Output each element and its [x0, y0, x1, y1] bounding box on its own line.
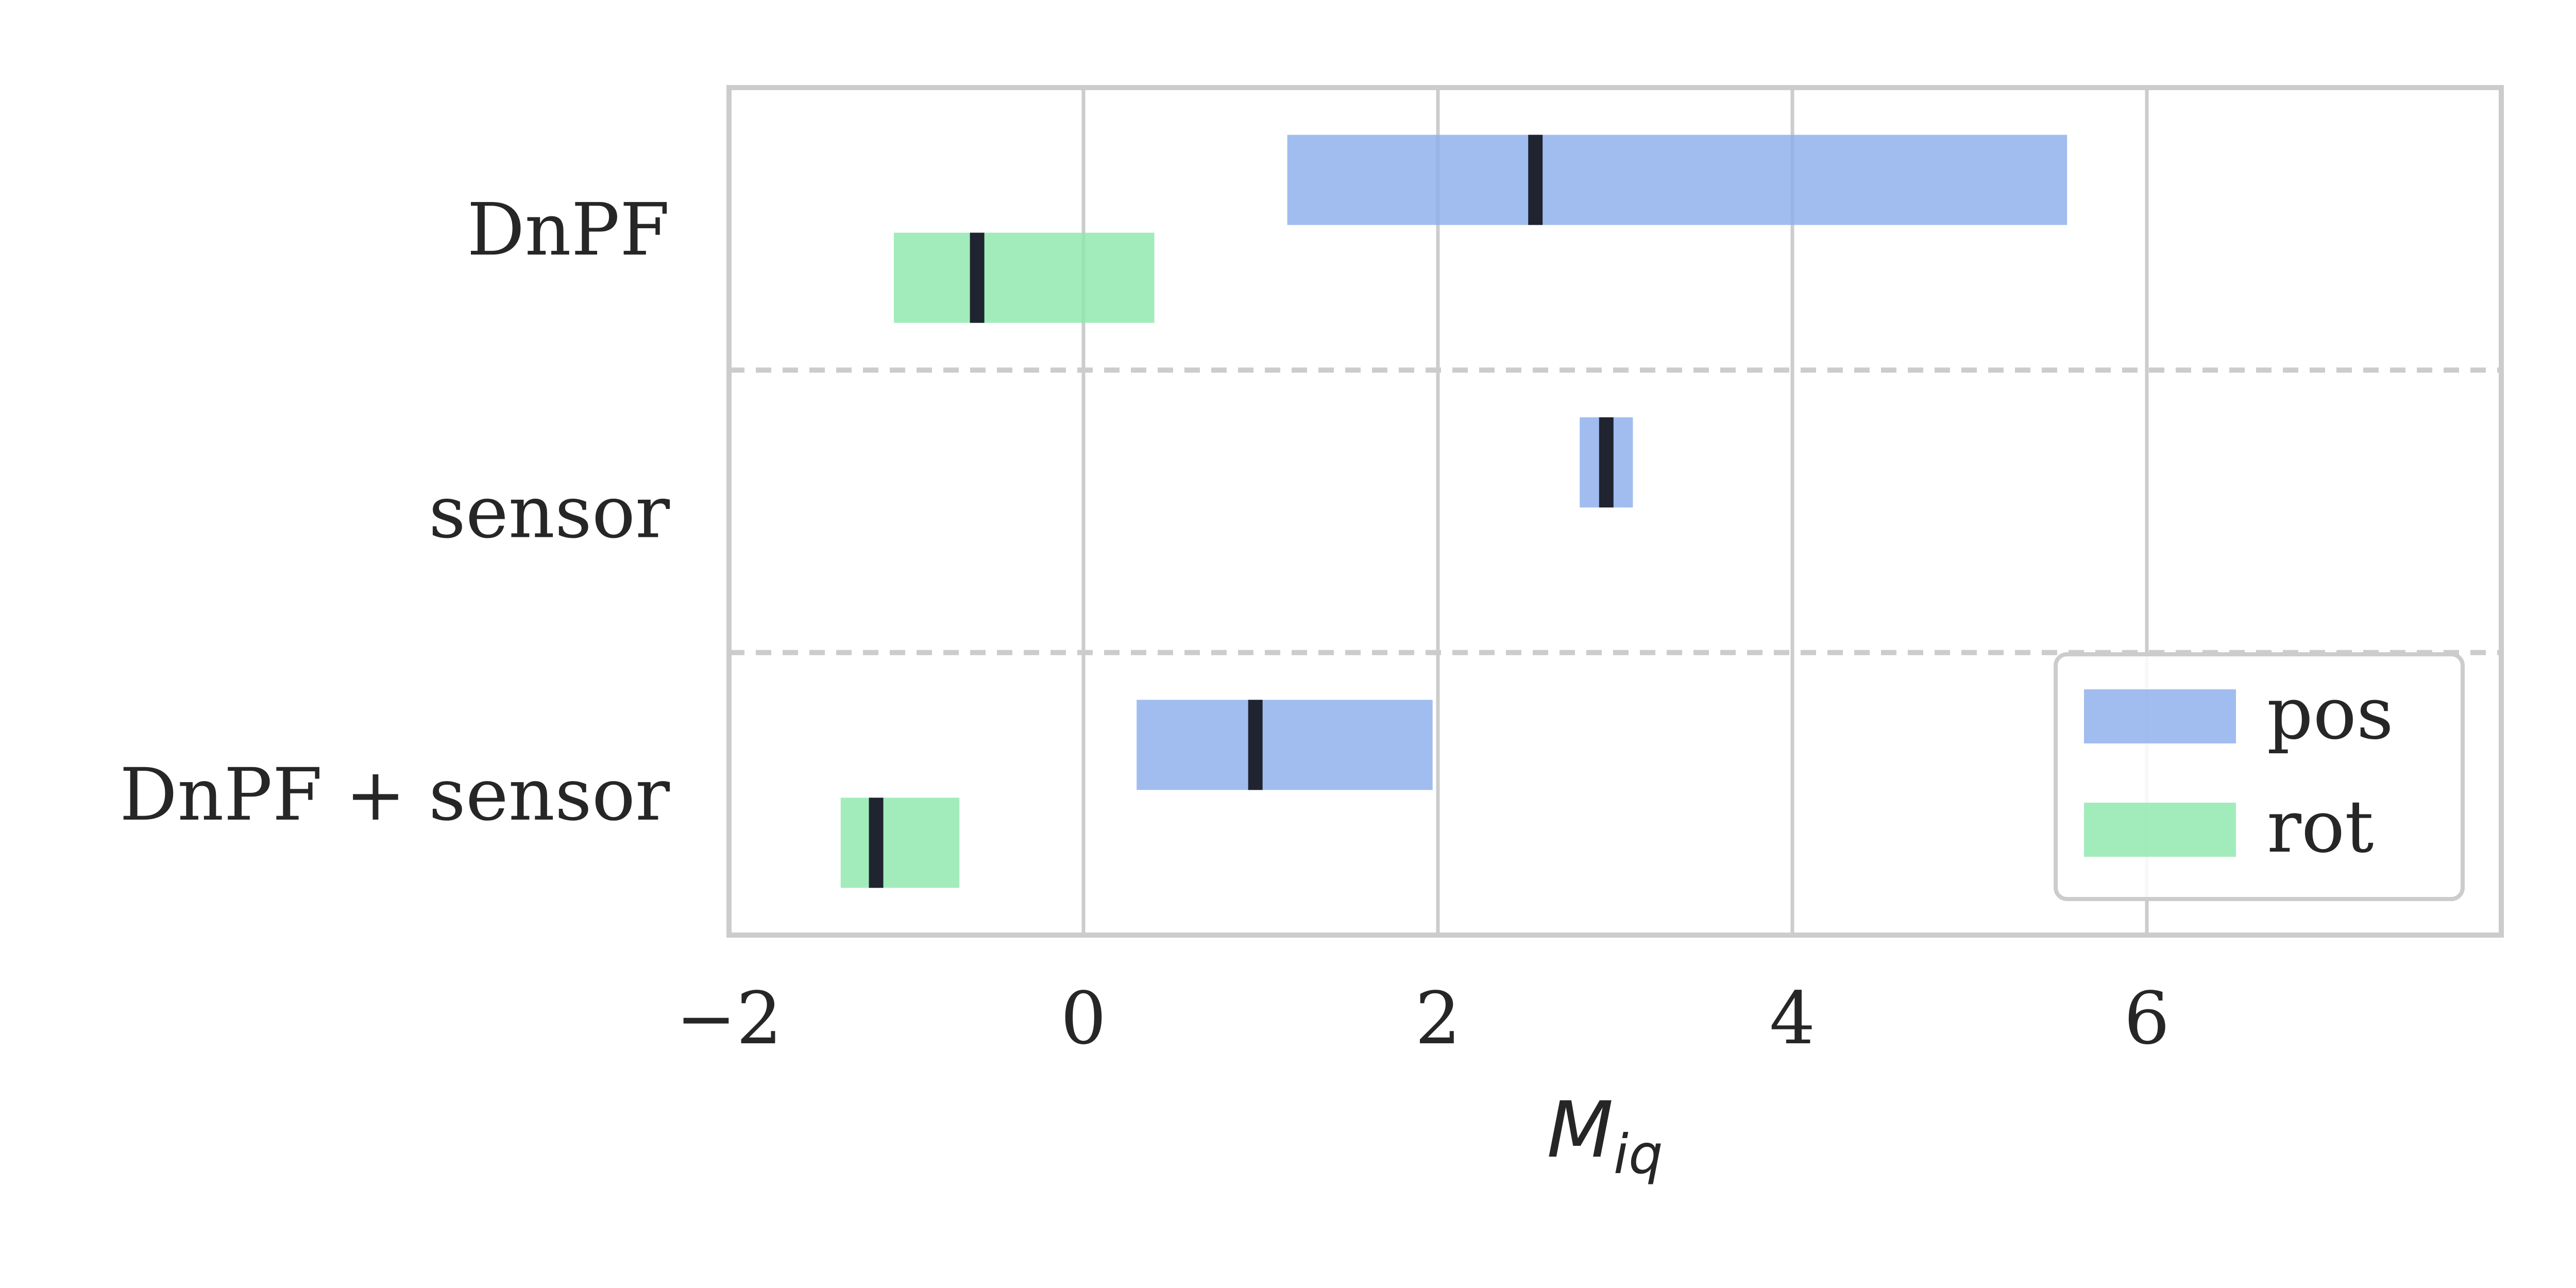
marker-pos-0 [1528, 134, 1543, 225]
legend: pos rot [2054, 652, 2465, 901]
legend-label-rot: rot [2267, 785, 2374, 869]
category-label-1: sensor [429, 471, 670, 555]
x-tick-label-0: −2 [676, 977, 782, 1061]
x-tick-label-3: 4 [1769, 977, 1815, 1061]
legend-label-pos: pos [2267, 672, 2394, 756]
marker-pos-1 [1599, 417, 1614, 507]
x-tick-label-1: 0 [1060, 977, 1106, 1061]
axes-border [726, 85, 2504, 938]
x-tick-labels: −2 0 2 4 6 [676, 977, 2170, 1061]
bar-rot-2 [840, 798, 960, 888]
x-tick-label-4: 6 [2124, 977, 2170, 1061]
bars [840, 134, 2067, 888]
plot-frame [726, 85, 2504, 938]
marker-rot-0 [970, 232, 985, 323]
category-labels: DnPF sensor DnPF + sensor [120, 188, 670, 837]
x-axis-label-subscript: iq [1614, 1123, 1663, 1186]
x-axis-label-main: M [1547, 1086, 1613, 1175]
x-tick-label-2: 2 [1415, 977, 1461, 1061]
category-label-0: DnPF [467, 188, 670, 272]
marker-rot-2 [869, 798, 884, 888]
legend-swatch-pos [2084, 689, 2236, 743]
bar-rot-0 [893, 232, 1155, 323]
bar-pos-0 [1287, 134, 2067, 225]
marker-pos-2 [1248, 700, 1263, 790]
bar-pos-2 [1137, 700, 1433, 790]
legend-swatch-rot [2084, 803, 2236, 857]
category-label-2: DnPF + sensor [120, 753, 670, 837]
x-axis-label: Miq [1547, 1086, 1663, 1186]
